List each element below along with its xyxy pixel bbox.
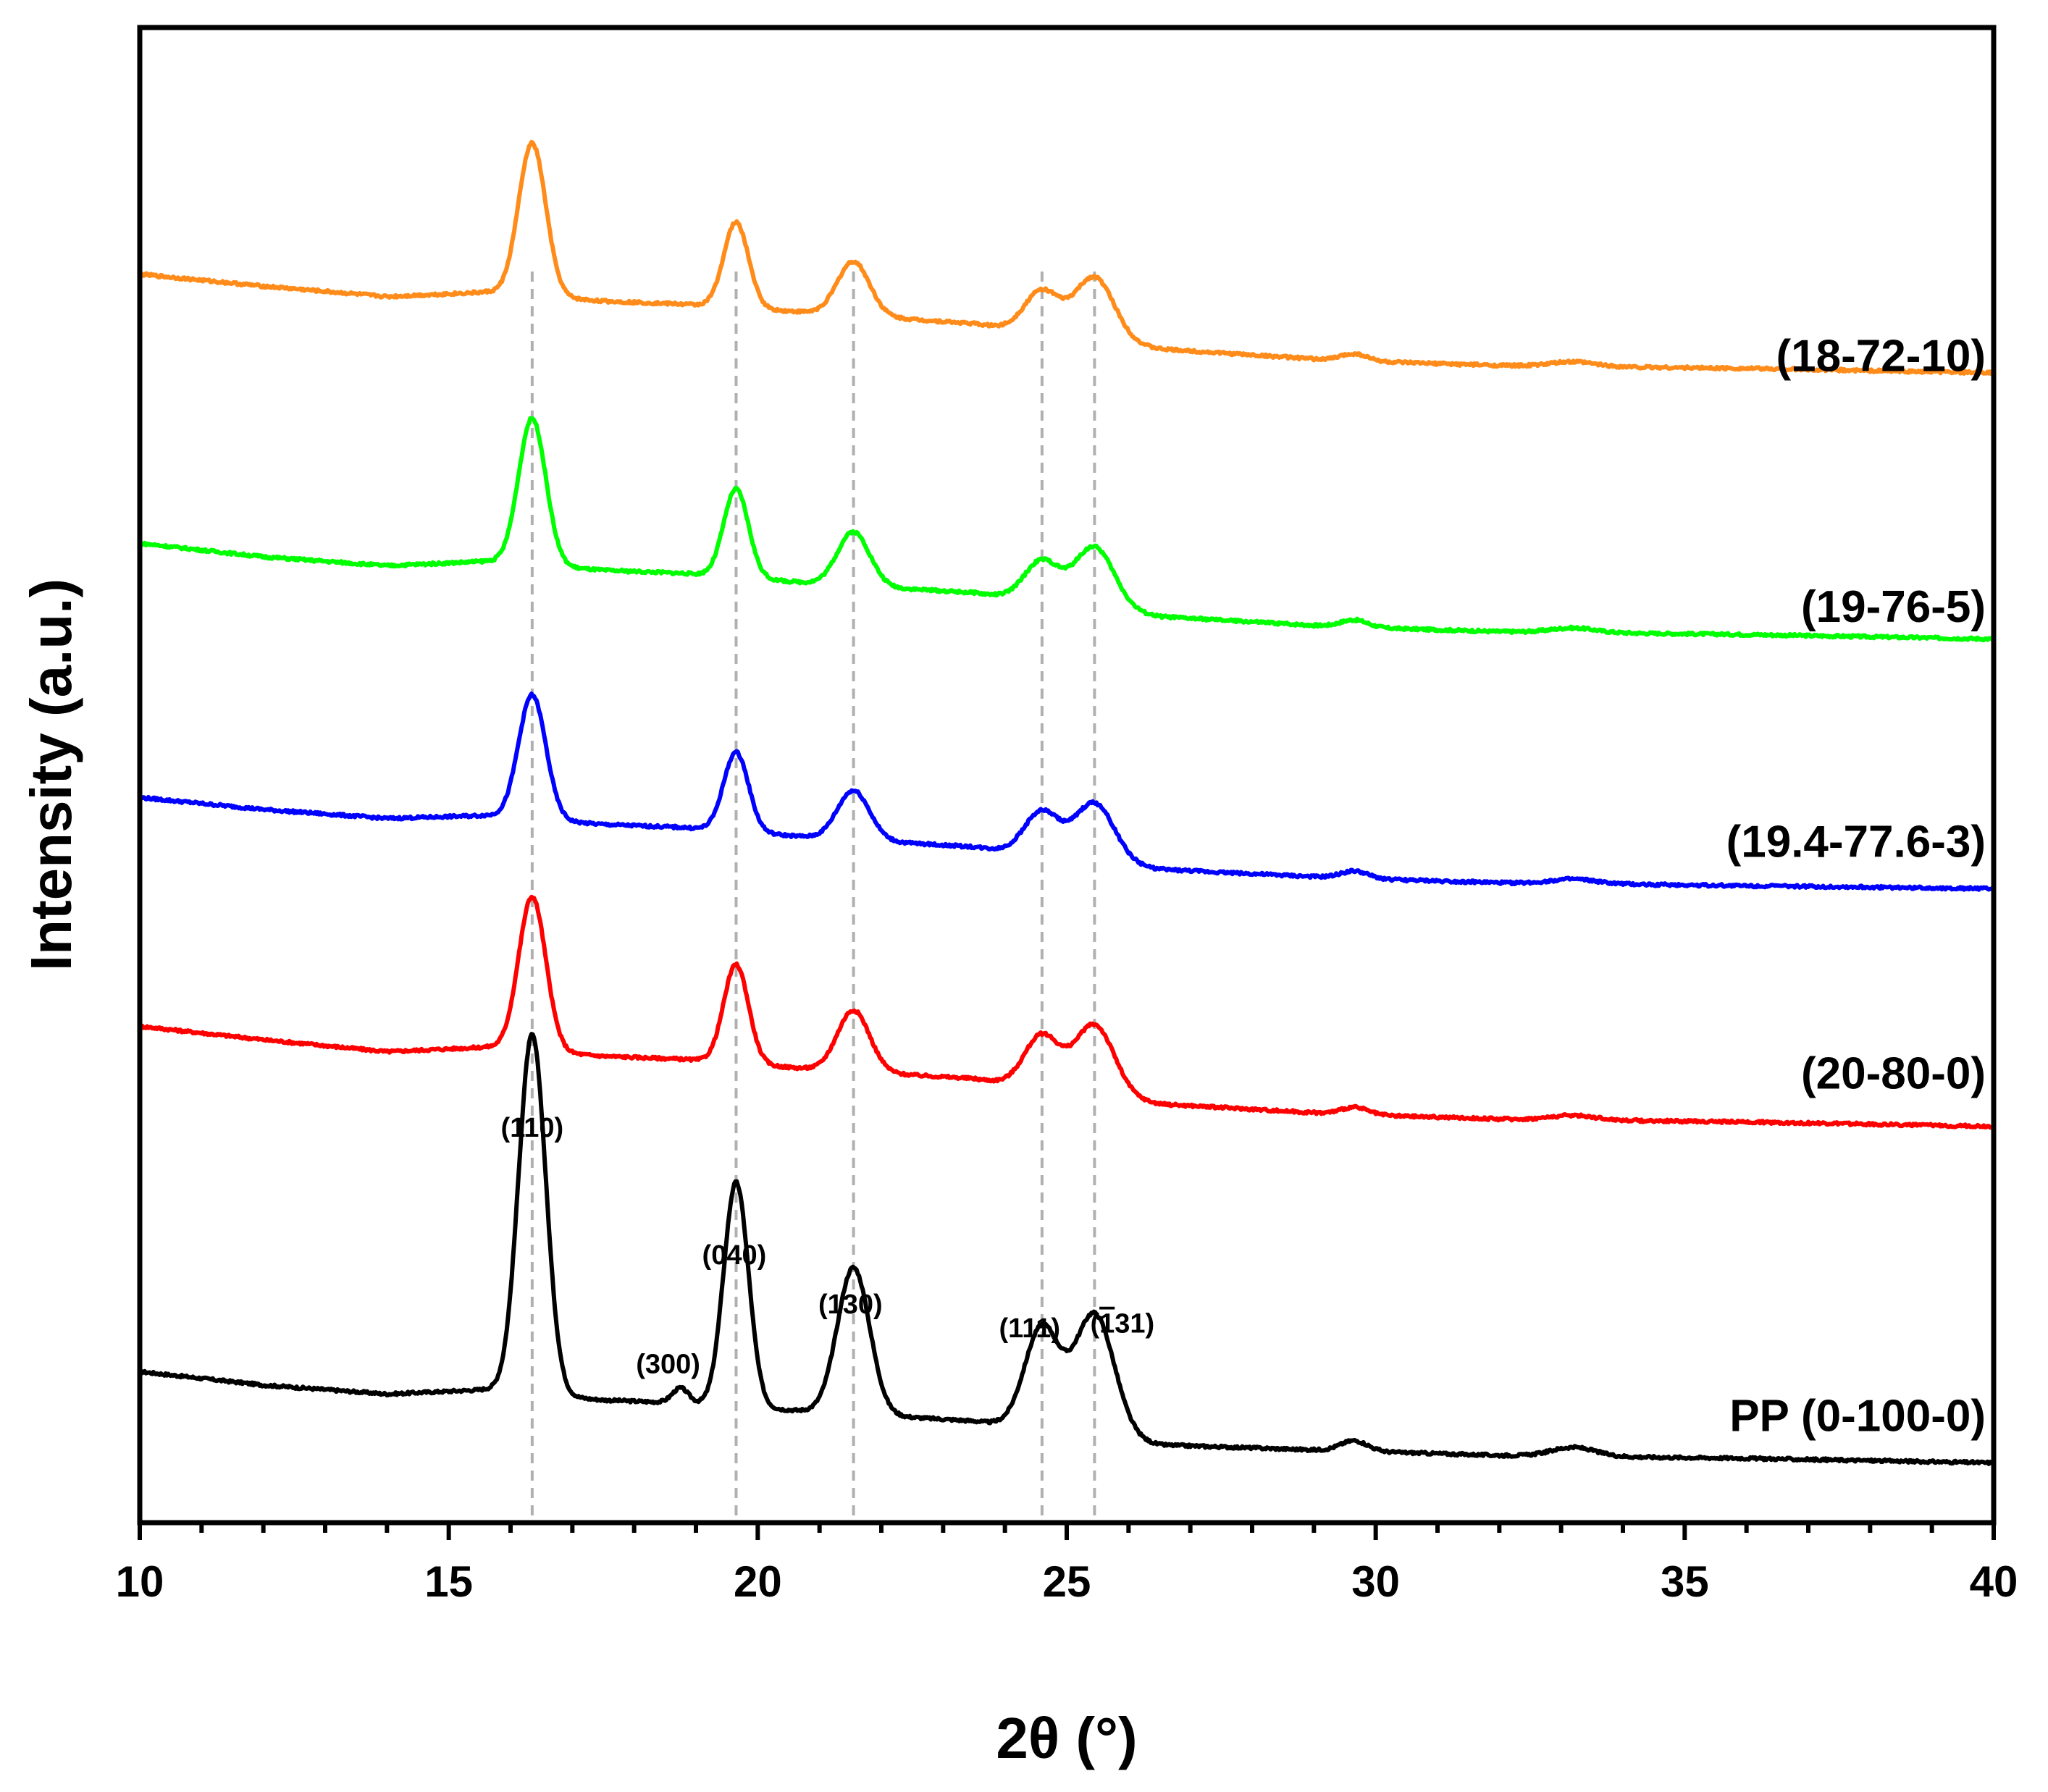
x-tick-label: 40 (1970, 1557, 2018, 1606)
peak-label: (131) (1090, 1309, 1154, 1339)
series-labels: PP (0-100-0) (20-80-0) (19.4-77.6-3) (19-76… (1726, 331, 1986, 1441)
x-axis-ticks (138, 1523, 1996, 1540)
reference-lines (530, 272, 1096, 1523)
series-line (138, 894, 1995, 1130)
series-label: (20-80-0) (1801, 1049, 1986, 1099)
series-line (138, 140, 1996, 377)
series-line (138, 416, 1995, 643)
x-tick-label: 20 (734, 1557, 782, 1606)
peak-labels: (110) (040) (130) (111) (131) (300) (501, 1113, 1155, 1379)
peak-label: (110) (501, 1113, 564, 1143)
peak-label: (040) (702, 1240, 767, 1271)
x-tick-label: 10 (116, 1557, 164, 1606)
peak-label: (111) (999, 1313, 1061, 1344)
series-line (138, 1032, 1995, 1466)
x-axis-title: 2θ (°) (996, 1706, 1137, 1770)
x-tick-label: 35 (1661, 1557, 1709, 1606)
peak-label: (300) (636, 1350, 700, 1380)
series-lines (138, 140, 1996, 1466)
x-tick-label: 25 (1043, 1557, 1091, 1606)
x-tick-label: 15 (424, 1557, 473, 1606)
y-axis-title: Intensity (a.u.) (19, 579, 83, 971)
series-label: (19.4-77.6-3) (1726, 817, 1986, 867)
peak-label: (130) (818, 1290, 883, 1320)
x-axis-tick-labels: 10 15 20 25 30 35 40 (116, 1557, 2018, 1606)
series-label: PP (0-100-0) (1729, 1391, 1986, 1441)
x-tick-label: 30 (1351, 1557, 1400, 1606)
series-label: (18-72-10) (1776, 331, 1986, 381)
series-line (138, 691, 1995, 892)
series-label: (19-76-5) (1801, 582, 1986, 632)
